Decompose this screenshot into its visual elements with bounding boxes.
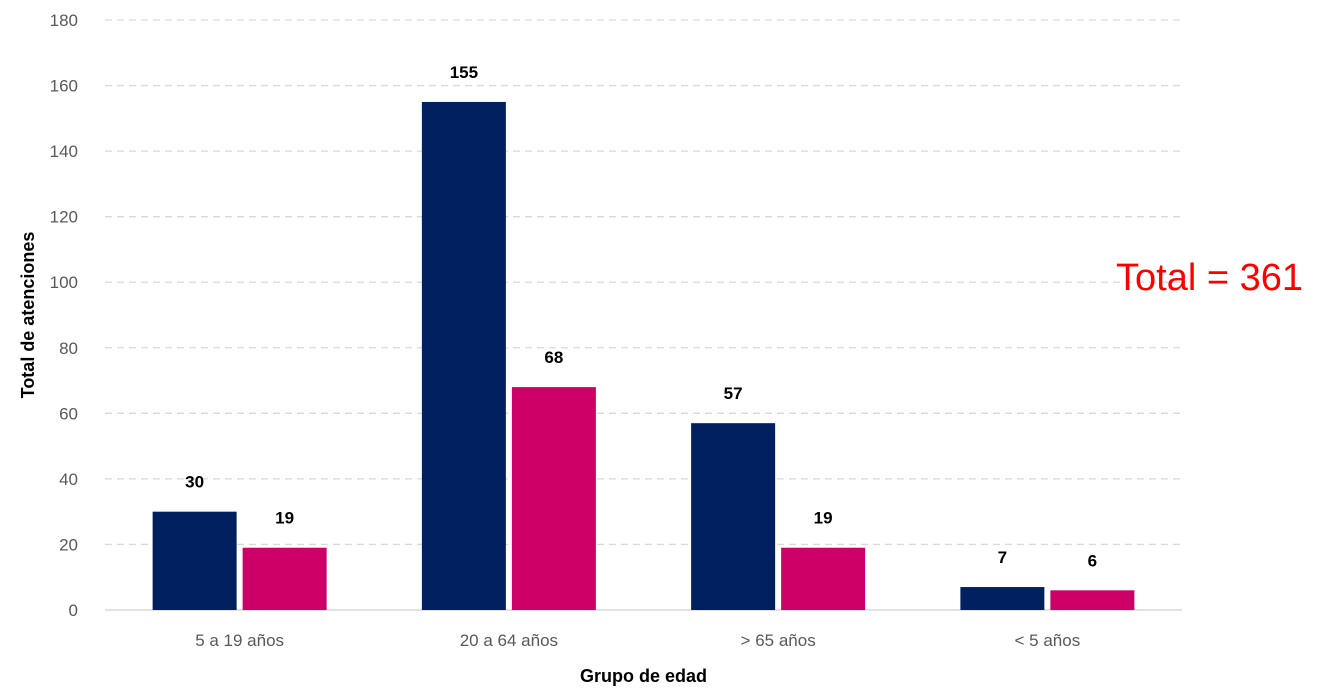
bar [242, 547, 327, 610]
y-axis-title: Total de atenciones [18, 232, 38, 399]
y-tick-label: 0 [69, 601, 78, 620]
x-axis-title: Grupo de edad [580, 666, 707, 686]
y-tick-label: 180 [50, 11, 78, 30]
data-label: 30 [185, 473, 204, 492]
x-tick-label: 5 a 19 años [195, 631, 284, 650]
y-tick-label: 60 [59, 404, 78, 423]
y-axis-ticks: 0 20 40 60 80 100 120 140 160 180 [50, 11, 78, 620]
gridlines [105, 19, 1182, 546]
y-tick-label: 40 [59, 470, 78, 489]
bar [511, 387, 596, 610]
data-label: 6 [1088, 551, 1097, 570]
bar [152, 511, 237, 610]
bar [960, 587, 1045, 610]
x-tick-label: 20 a 64 años [460, 631, 558, 650]
data-label: 155 [450, 63, 478, 82]
x-tick-label: > 65 años [741, 631, 816, 650]
data-label: 19 [814, 509, 833, 528]
data-label: 7 [998, 548, 1007, 567]
y-tick-label: 140 [50, 142, 78, 161]
data-label: 68 [544, 348, 563, 367]
y-tick-label: 80 [59, 339, 78, 358]
y-tick-label: 120 [50, 208, 78, 227]
data-label: 19 [275, 509, 294, 528]
x-tick-label: < 5 años [1015, 631, 1081, 650]
bar [781, 547, 866, 610]
bar [421, 101, 506, 610]
y-tick-label: 20 [59, 535, 78, 554]
bar [691, 423, 776, 610]
bars [152, 101, 1135, 610]
x-axis-ticks: 5 a 19 años 20 a 64 años > 65 años < 5 años [195, 631, 1080, 650]
y-tick-label: 100 [50, 273, 78, 292]
bar [1050, 590, 1135, 610]
y-tick-label: 160 [50, 77, 78, 96]
data-label: 57 [724, 384, 743, 403]
total-annotation: Total = 361 [1116, 257, 1303, 299]
data-labels: 30 19 155 68 57 19 7 6 [185, 63, 1097, 570]
